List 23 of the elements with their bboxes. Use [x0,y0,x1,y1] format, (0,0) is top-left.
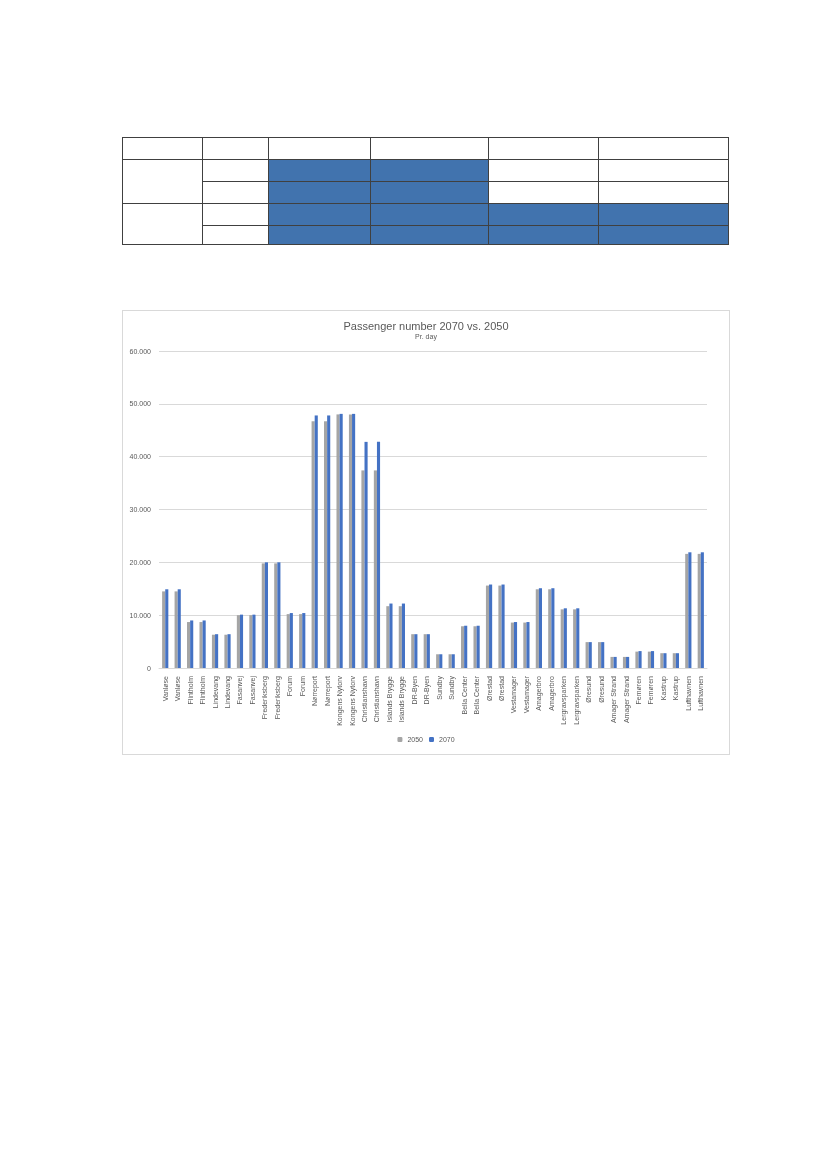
chart-title: Passenger number 2070 vs. 2050 [343,319,509,332]
bar [489,584,493,668]
bar [327,415,331,668]
bar [485,585,490,668]
bar [239,614,244,668]
bar [622,656,627,668]
bar [361,470,365,668]
bar [376,441,381,668]
bar [314,415,318,668]
bar [352,413,356,668]
bar [364,441,368,668]
bar [650,651,655,668]
bar [236,615,240,668]
bar [626,656,630,668]
bar [311,421,315,668]
bar [211,634,216,668]
bar [348,414,353,668]
bar [510,622,514,668]
bar [215,634,219,668]
bar [647,651,651,668]
bar [324,421,328,668]
bar [373,470,377,668]
bar [513,622,518,668]
